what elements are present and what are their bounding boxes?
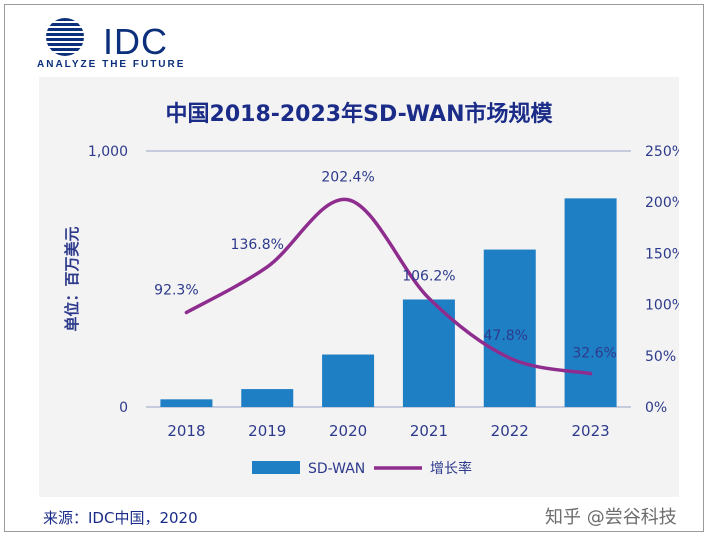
bar-2022 [483, 249, 536, 407]
chart-svg: 0 1,000 0% 50% 100% 150% 200% 250% 单位：百万美元 2018 20… [63, 144, 679, 477]
source-note: 来源：IDC中国，2020 [43, 509, 198, 527]
growth-data-label: 47.8% [484, 328, 528, 344]
watermark: 知乎 @尝谷科技 [545, 507, 677, 528]
growth-data-label: 32.6% [572, 346, 616, 362]
legend-label-growth: 增长率 [430, 460, 472, 477]
chart-panel: 中国2018-2023年SD-WAN市场规模 0 1,000 0% 50% 100% 15… [39, 77, 679, 497]
left-tick-label: 1,000 [88, 144, 128, 160]
bar-2020 [322, 354, 375, 407]
x-tick-label: 2020 [329, 422, 367, 440]
right-tick-label: 250% [645, 144, 679, 160]
growth-data-label: 106.2% [402, 268, 455, 284]
x-tick-label: 2023 [571, 422, 609, 440]
right-tick-label: 150% [645, 246, 679, 262]
growth-data-label: 136.8% [231, 237, 284, 253]
x-tick-label: 2019 [248, 422, 286, 440]
chart-title: 中国2018-2023年SD-WAN市场规模 [165, 102, 553, 127]
x-tick-label: 2022 [491, 422, 529, 440]
right-tick-label: 200% [645, 195, 679, 211]
idc-logo: IDC ANALYZE THE FUTURE [37, 15, 197, 71]
bar-2018 [160, 399, 213, 407]
logo-wordmark: IDC [103, 21, 168, 62]
legend-swatch-bar [252, 461, 300, 474]
x-tick-label: 2018 [167, 422, 205, 440]
growth-data-label: 202.4% [321, 170, 374, 186]
y-axis-label: 单位：百万美元 [63, 226, 81, 331]
bar-2021 [402, 299, 455, 407]
bar-2019 [241, 389, 294, 407]
growth-rate-line [184, 197, 593, 376]
growth-data-label: 92.3% [154, 282, 198, 298]
bar-2023 [564, 198, 617, 407]
globe-icon [46, 18, 84, 56]
right-tick-label: 0% [645, 400, 667, 416]
left-tick-label: 0 [119, 400, 128, 416]
logo-tagline: ANALYZE THE FUTURE [37, 59, 186, 70]
x-tick-label: 2021 [410, 422, 448, 440]
figure-frame: IDC ANALYZE THE FUTURE 中国2018-2023年SD-WA… [4, 4, 704, 532]
right-tick-label: 100% [645, 298, 679, 314]
right-tick-label: 50% [645, 349, 676, 365]
legend-label-sdwan: SD-WAN [308, 461, 365, 477]
